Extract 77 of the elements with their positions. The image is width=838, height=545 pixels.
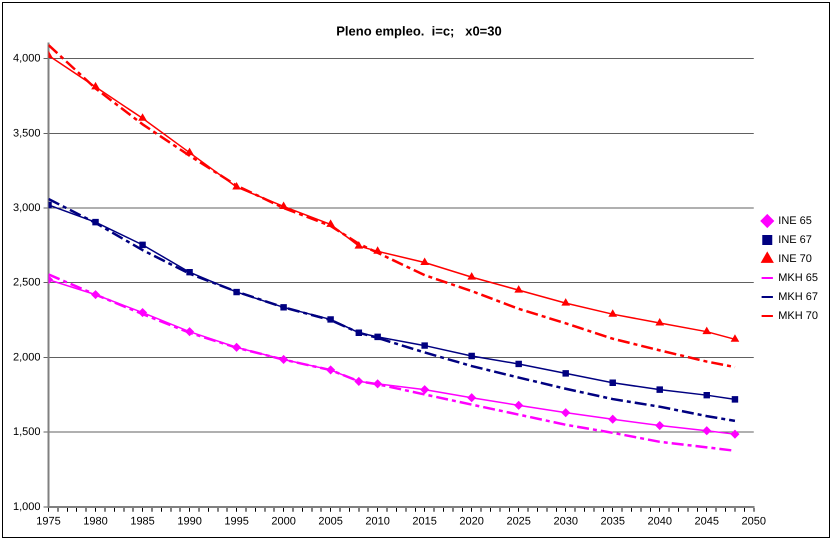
point — [232, 343, 241, 352]
x-tick-label: 1990 — [177, 515, 202, 528]
point — [704, 392, 710, 398]
point — [467, 393, 476, 402]
point — [232, 182, 240, 190]
point — [233, 288, 240, 296]
y-tick-label: 2,500 — [12, 276, 41, 289]
x-tick-label: 2005 — [318, 515, 343, 528]
x-tick-label: 2040 — [647, 515, 672, 528]
point — [656, 386, 663, 393]
legend-label: INE 65 — [778, 215, 812, 228]
point — [374, 334, 381, 340]
point — [609, 380, 616, 386]
point — [138, 114, 146, 121]
point — [279, 355, 288, 364]
point — [92, 82, 100, 90]
point — [562, 370, 569, 377]
x-tick-label: 2035 — [600, 515, 625, 528]
legend-label: INE 70 — [778, 253, 812, 266]
point — [280, 304, 287, 311]
point — [468, 352, 475, 360]
point — [374, 247, 382, 254]
point — [420, 258, 428, 265]
x-tick-label: 2030 — [553, 515, 578, 528]
point — [421, 342, 428, 349]
point — [656, 318, 664, 326]
point — [514, 401, 523, 410]
point — [356, 330, 362, 336]
point — [702, 426, 711, 435]
y-tick-label: 4,000 — [12, 52, 41, 65]
x-tick-label: 1975 — [36, 515, 61, 528]
y-tick-label: 1,500 — [12, 426, 41, 438]
point — [327, 316, 334, 323]
legend-label: MKH 65 — [778, 272, 818, 284]
legend-label: MKH 67 — [778, 291, 818, 304]
x-tick-label: 1995 — [224, 515, 249, 528]
y-tick-label: 3,500 — [12, 127, 41, 140]
point — [91, 290, 100, 299]
legend-label: MKH 70 — [778, 310, 818, 322]
point — [514, 286, 522, 293]
point — [186, 148, 194, 156]
legend-label: INE 67 — [778, 234, 812, 246]
point — [326, 220, 334, 227]
point — [561, 408, 570, 417]
y-tick-label: 3,000 — [12, 202, 41, 214]
x-tick-label: 2045 — [694, 515, 719, 528]
point — [732, 396, 738, 403]
point — [354, 377, 364, 386]
x-tick-label: 1985 — [130, 515, 155, 528]
x-tick-label: 2015 — [412, 515, 437, 528]
point — [185, 327, 194, 336]
point — [655, 421, 664, 430]
point — [326, 366, 335, 374]
x-tick-label: 2050 — [742, 515, 766, 528]
y-tick-label: 1,000 — [12, 500, 41, 513]
point — [186, 268, 193, 276]
point — [420, 385, 429, 394]
point — [280, 202, 288, 209]
point — [562, 298, 570, 306]
x-tick-label: 2025 — [506, 515, 531, 528]
point — [515, 360, 522, 368]
point — [608, 310, 616, 317]
point — [373, 380, 382, 388]
chart-title: Pleno empleo. i=c; x0=30 — [336, 23, 502, 38]
point — [702, 327, 711, 334]
x-tick-label: 2000 — [271, 515, 296, 528]
x-tick-label: 1980 — [83, 515, 108, 528]
point — [139, 242, 146, 248]
point — [608, 414, 617, 424]
point — [730, 430, 740, 438]
point — [468, 272, 476, 280]
x-tick-label: 2020 — [459, 515, 484, 528]
point — [731, 335, 739, 342]
point — [92, 218, 99, 226]
x-tick-label: 2010 — [365, 515, 390, 528]
y-tick-label: 2,000 — [12, 351, 41, 364]
point — [355, 242, 363, 249]
